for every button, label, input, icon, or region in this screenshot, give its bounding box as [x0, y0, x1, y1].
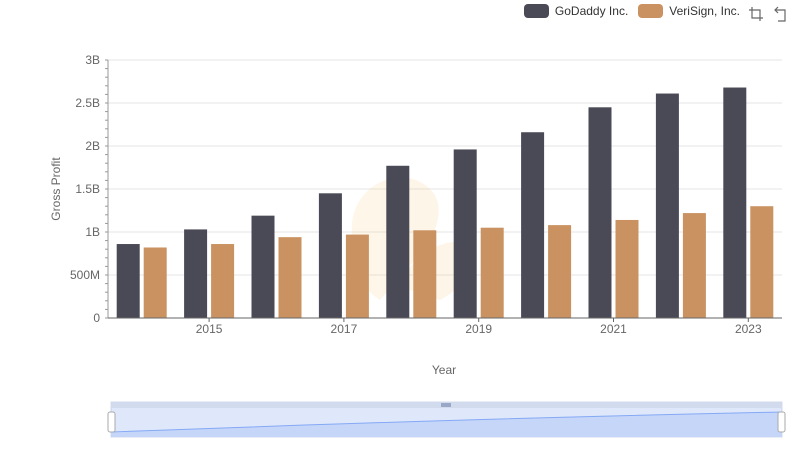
grid-lines [108, 59, 782, 276]
y-tick-label: 1.5B [75, 182, 100, 196]
x-tick-label: 2015 [196, 322, 223, 336]
x-tick-label: 2021 [600, 322, 627, 336]
restore-icon[interactable] [774, 6, 790, 22]
y-tick-label: 2B [85, 139, 100, 153]
y-tick-label: 0 [93, 311, 100, 325]
bar-verisign-2015[interactable] [211, 244, 235, 318]
zoom-handle-right[interactable] [777, 411, 786, 433]
bar-godaddy-2022[interactable] [655, 93, 679, 318]
zoom-drag-bar[interactable] [441, 403, 451, 407]
zoom-handle-left[interactable] [107, 411, 116, 433]
x-tick-label: 2019 [465, 322, 492, 336]
legend-item-godaddy[interactable]: GoDaddy Inc. [523, 4, 629, 18]
x-tick-label: 2023 [735, 322, 762, 336]
x-axis: 2015 2017 2019 2021 2023 [108, 317, 782, 336]
y-tick-label: 500M [70, 268, 100, 282]
bar-godaddy-2019[interactable] [453, 149, 477, 318]
bar-godaddy-2017[interactable] [318, 193, 342, 318]
x-axis-title: Year [432, 363, 456, 377]
bar-godaddy-2015[interactable] [184, 229, 208, 318]
y-tick-label: 1B [85, 225, 100, 239]
bars [116, 87, 774, 319]
y-axis: 0 500M 1B 1.5B 2B 2.5B 3B [70, 53, 109, 325]
bar-godaddy-2014[interactable] [116, 244, 140, 318]
bar-verisign-2023[interactable] [750, 206, 774, 318]
y-tick-label: 3B [85, 53, 100, 67]
bar-verisign-2014[interactable] [143, 247, 167, 318]
bar-verisign-2022[interactable] [682, 213, 706, 318]
data-zoom-slider[interactable] [107, 401, 786, 438]
y-axis-title: Gross Profit [49, 157, 63, 221]
toolbox [748, 6, 790, 22]
bar-verisign-2017[interactable] [345, 234, 369, 318]
legend-item-verisign[interactable]: VeriSign, Inc. [638, 4, 740, 18]
bar-godaddy-2020[interactable] [521, 132, 545, 318]
zoom-icon[interactable] [748, 6, 764, 22]
bar-verisign-2021[interactable] [615, 219, 639, 318]
bar-verisign-2016[interactable] [278, 237, 302, 318]
x-tick-label: 2017 [331, 322, 358, 336]
bar-verisign-2020[interactable] [548, 225, 572, 318]
bar-godaddy-2023[interactable] [723, 87, 747, 319]
bar-godaddy-2018[interactable] [386, 165, 410, 318]
y-tick-label: 2.5B [75, 96, 100, 110]
legend-swatch-godaddy [523, 4, 549, 18]
bar-verisign-2018[interactable] [413, 230, 437, 318]
bar-verisign-2019[interactable] [480, 227, 504, 318]
legend-label-verisign: VeriSign, Inc. [669, 4, 740, 18]
legend: GoDaddy Inc. VeriSign, Inc. [523, 4, 740, 18]
bar-godaddy-2016[interactable] [251, 215, 275, 318]
bar-godaddy-2021[interactable] [588, 107, 612, 318]
legend-swatch-verisign [638, 4, 664, 18]
legend-label-godaddy: GoDaddy Inc. [554, 4, 629, 18]
